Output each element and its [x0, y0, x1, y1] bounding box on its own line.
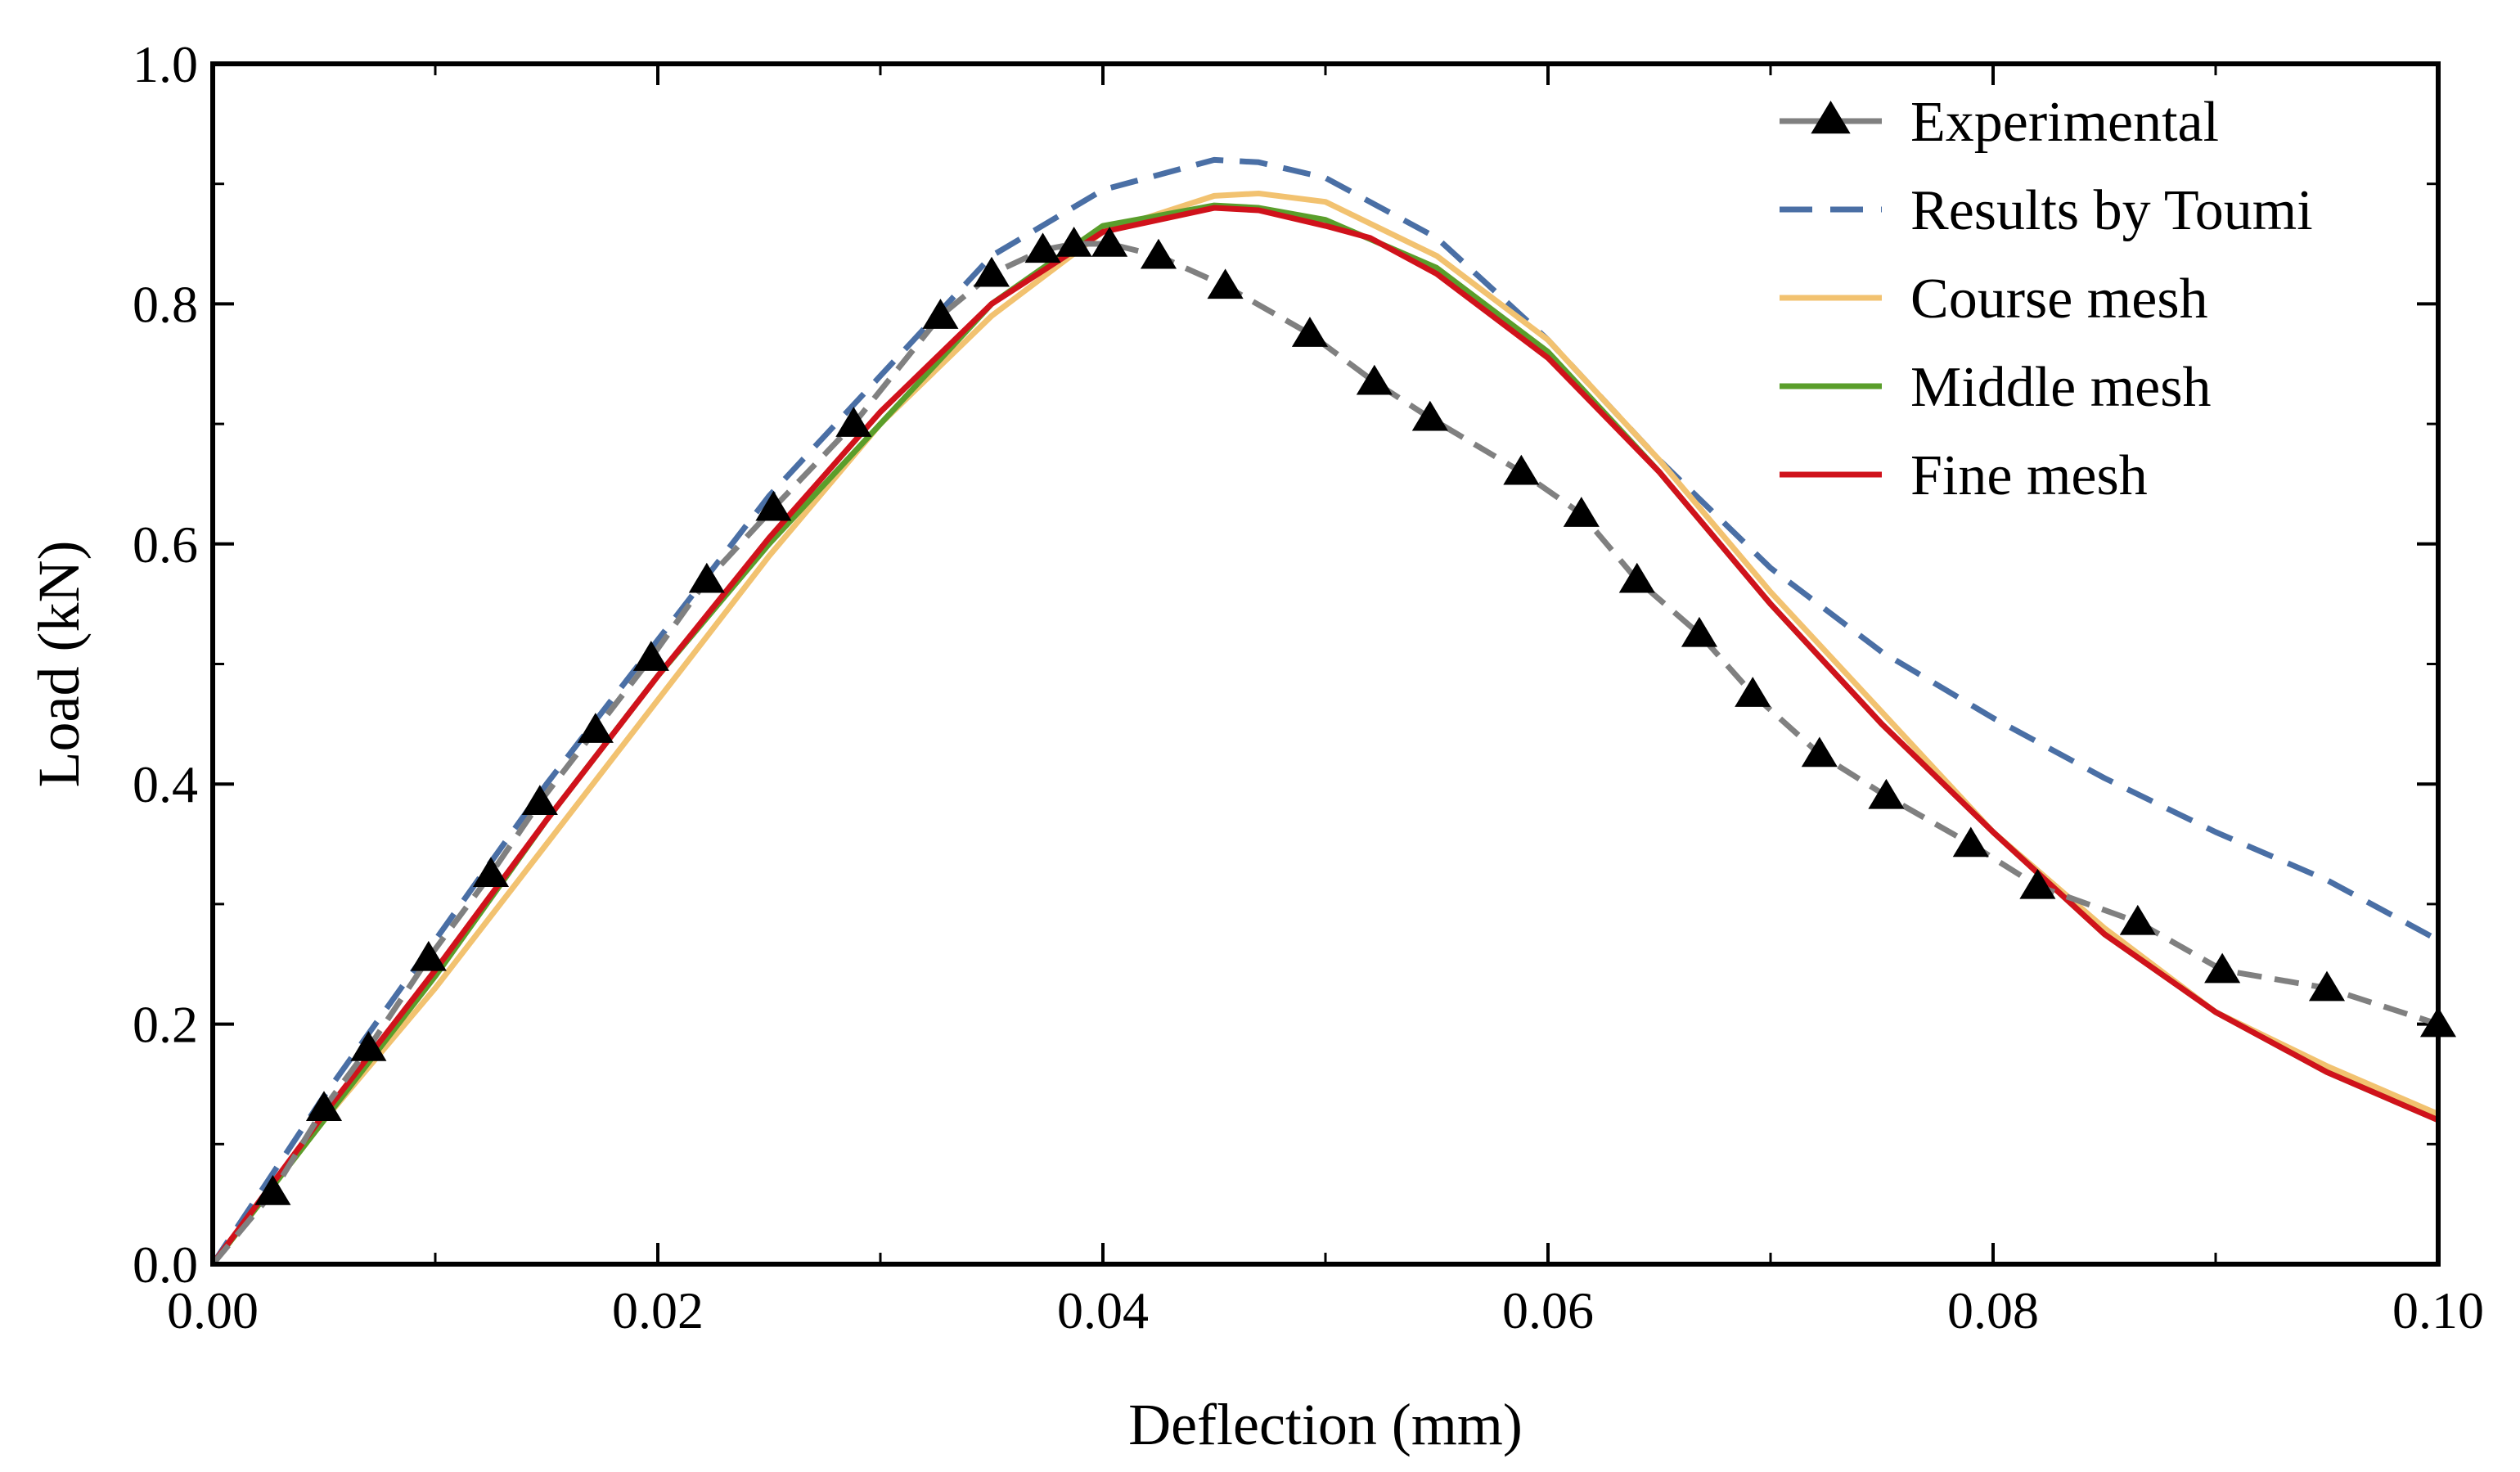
- data-point-marker: [305, 1091, 343, 1122]
- data-point-marker: [1735, 677, 1771, 707]
- legend: Experimental Results by Toumi Course mesh M…: [1780, 91, 2313, 507]
- plot-frame: [210, 61, 2441, 1267]
- x-tick-label: 0.00: [167, 1281, 259, 1339]
- data-point-marker: [922, 299, 959, 329]
- data-point-marker: [472, 857, 510, 887]
- series-layer: [210, 156, 2457, 1267]
- x-tick-label: 0.10: [2392, 1281, 2484, 1339]
- legend-label: Course mesh: [1910, 268, 2208, 331]
- data-point-marker: [755, 490, 792, 521]
- x-axis-title: Deflection (mm): [1128, 1392, 1523, 1457]
- y-tick-label: 0.2: [133, 996, 198, 1054]
- data-point-marker: [1055, 227, 1092, 257]
- tick-labels: 0.00 0.02 0.04 0.06 0.08 0.10 0.0 0.2 0.4 0.6 0.8 1…: [133, 35, 2484, 1339]
- data-point-marker: [1681, 616, 1718, 647]
- x-tick-label: 0.08: [1947, 1281, 2039, 1339]
- legend-label: Experimental: [1910, 91, 2219, 154]
- legend-marker: [1811, 101, 1851, 134]
- data-point-marker: [688, 562, 725, 593]
- y-tick-label: 0.0: [133, 1236, 198, 1294]
- data-point-marker: [1868, 778, 1905, 809]
- y-tick-label: 0.4: [133, 755, 198, 813]
- data-point-marker: [632, 641, 669, 671]
- data-point-marker: [254, 1174, 291, 1205]
- x-tick-label: 0.02: [612, 1281, 704, 1339]
- series-line-5: [210, 205, 2440, 1267]
- y-axis-title: Load (kN): [26, 541, 92, 788]
- data-point-marker: [1411, 400, 1448, 431]
- legend-label: Results by Toumi: [1910, 179, 2313, 242]
- data-point-marker: [410, 940, 447, 971]
- x-tick-label: 0.04: [1057, 1281, 1149, 1339]
- data-point-marker: [1207, 268, 1244, 299]
- data-point-marker: [577, 713, 614, 743]
- data-point-marker: [1291, 317, 1329, 347]
- series-line-2: [210, 156, 2440, 1266]
- data-point-marker: [1091, 227, 1128, 257]
- data-point-marker: [2308, 970, 2346, 1002]
- axis-ticks: [211, 62, 2440, 1266]
- data-point-marker: [350, 1030, 387, 1061]
- data-point-marker: [1952, 826, 1989, 858]
- data-point-marker: [1801, 736, 1838, 768]
- data-point-marker: [1140, 238, 1177, 269]
- x-tick-label: 0.06: [1502, 1281, 1594, 1339]
- data-point-marker: [835, 407, 872, 437]
- data-point-marker: [521, 785, 558, 815]
- data-point-marker: [973, 256, 1010, 287]
- series-line-3: [210, 190, 2440, 1267]
- legend-label: Fine mesh: [1910, 444, 2148, 507]
- data-point-marker: [1618, 562, 1655, 593]
- legend-label: Middle mesh: [1910, 356, 2211, 419]
- data-point-marker: [1563, 497, 1600, 527]
- data-point-marker: [1356, 364, 1393, 395]
- data-point-marker: [1024, 232, 1061, 263]
- y-tick-label: 0.6: [133, 515, 198, 574]
- data-point-marker: [1503, 454, 1540, 485]
- data-point-marker: [2119, 904, 2156, 935]
- y-tick-label: 1.0: [133, 35, 198, 93]
- data-point-marker: [2204, 952, 2241, 984]
- data-point-marker: [2019, 868, 2056, 899]
- y-tick-label: 0.8: [133, 275, 198, 333]
